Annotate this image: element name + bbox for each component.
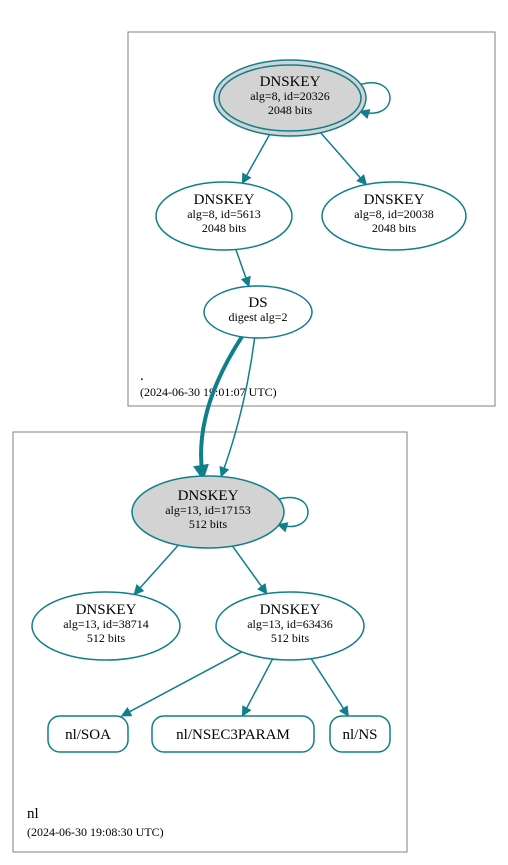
node-title-nl_zsk2: DNSKEY xyxy=(260,602,321,618)
node-sub-root_ksk-1: 2048 bits xyxy=(268,103,313,117)
node-sub-root_zsk-0: alg=8, id=5613 xyxy=(187,207,261,221)
node-title-root_ksk: DNSKEY xyxy=(260,74,321,90)
node-nl_soa: nl/SOA xyxy=(48,716,128,752)
node-title-ds: DS xyxy=(248,295,267,311)
zone-timestamp-nl: (2024-06-30 19:08:30 UTC) xyxy=(27,825,164,839)
node-sub-root_dnskey3-1: 2048 bits xyxy=(372,221,417,235)
node-title-nl_ns: nl/NS xyxy=(342,727,377,743)
edge-root_zsk-ds-3 xyxy=(236,249,249,286)
edge-ds-nl_ksk-5 xyxy=(221,338,255,477)
node-title-nl_soa: nl/SOA xyxy=(65,727,111,743)
edge-nl_zsk2-nl_soa-9 xyxy=(122,652,242,716)
zone-timestamp-root: (2024-06-30 19:01:07 UTC) xyxy=(140,385,277,399)
node-sub-ds-0: digest alg=2 xyxy=(228,310,287,324)
node-sub-nl_ksk-1: 512 bits xyxy=(189,517,228,531)
node-title-root_dnskey3: DNSKEY xyxy=(364,192,425,208)
node-title-nl_nsec3: nl/NSEC3PARAM xyxy=(176,727,290,743)
node-sub-nl_zsk2-1: 512 bits xyxy=(271,631,310,645)
node-ds: DSdigest alg=2 xyxy=(204,286,312,338)
node-title-nl_zsk1: DNSKEY xyxy=(76,602,137,618)
node-nl_zsk2: DNSKEYalg=13, id=63436512 bits xyxy=(216,592,364,660)
node-nl_nsec3: nl/NSEC3PARAM xyxy=(152,716,314,752)
node-sub-nl_zsk1-1: 512 bits xyxy=(87,631,126,645)
edge-nl_ksk-nl_zsk1-7 xyxy=(134,545,178,594)
node-root_dnskey3: DNSKEYalg=8, id=200382048 bits xyxy=(322,182,466,250)
node-title-nl_ksk: DNSKEY xyxy=(178,488,239,504)
node-sub-root_dnskey3-0: alg=8, id=20038 xyxy=(354,207,434,221)
node-sub-root_ksk-0: alg=8, id=20326 xyxy=(250,89,330,103)
node-nl_zsk1: DNSKEYalg=13, id=38714512 bits xyxy=(32,592,180,660)
node-root_zsk: DNSKEYalg=8, id=56132048 bits xyxy=(156,182,292,250)
node-root_ksk: DNSKEYalg=8, id=203262048 bits xyxy=(214,60,366,136)
node-sub-nl_zsk1-0: alg=13, id=38714 xyxy=(63,617,149,631)
dnssec-diagram: .(2024-06-30 19:01:07 UTC) nl (2024-06-30 … xyxy=(0,0,508,865)
node-sub-root_zsk-1: 2048 bits xyxy=(202,221,247,235)
edge-nl_zsk2-nl_nsec3-10 xyxy=(243,659,273,716)
zone-label-root: . xyxy=(140,368,144,384)
edge-root_ksk-root_zsk-1 xyxy=(242,135,269,184)
node-sub-nl_zsk2-0: alg=13, id=63436 xyxy=(247,617,333,631)
zone-label-nl: nl xyxy=(27,806,39,822)
node-sub-nl_ksk-0: alg=13, id=17153 xyxy=(165,503,251,517)
node-nl_ns: nl/NS xyxy=(330,716,390,752)
edge-root_ksk-root_dnskey3-2 xyxy=(321,133,367,185)
node-nl_ksk: DNSKEYalg=13, id=17153512 bits xyxy=(132,476,284,548)
node-title-root_zsk: DNSKEY xyxy=(194,192,255,208)
edge-nl_zsk2-nl_ns-11 xyxy=(311,659,348,716)
edge-nl_ksk-nl_zsk2-8 xyxy=(233,546,267,594)
